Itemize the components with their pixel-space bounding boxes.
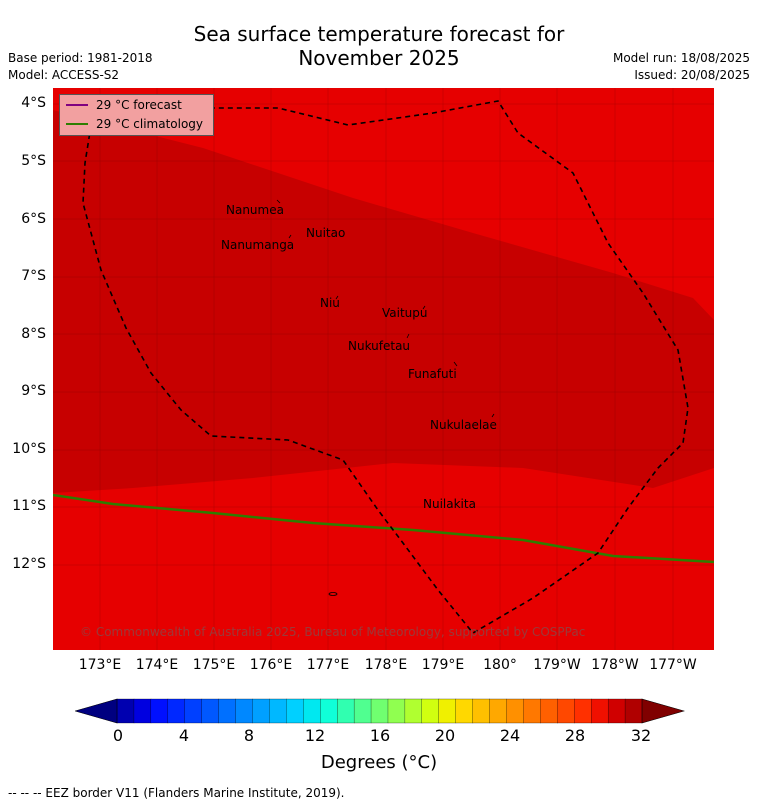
colorbar-cell: [286, 698, 304, 724]
colorbar-cell: [303, 698, 321, 724]
x-tick-label: 174°E: [135, 657, 179, 673]
colorbar-cell: [269, 698, 287, 724]
colorbar-cell: [235, 698, 253, 724]
eez-border: [82, 100, 689, 635]
x-tick-label: 179°E: [421, 657, 465, 673]
colorbar-cell: [557, 698, 575, 724]
legend-climatology-row: 29 °C climatology: [60, 114, 213, 133]
colorbar-cell: [320, 698, 338, 724]
colorbar-cell: [489, 698, 507, 724]
colorbar-cell: [591, 698, 609, 724]
title-line-2: November 2025: [298, 46, 460, 70]
base-period: Base period: 1981-2018: [8, 51, 153, 65]
colorbar-tick: 0: [112, 726, 124, 745]
y-tick-label: 4°S: [21, 95, 46, 111]
x-tick-label: 180°: [483, 657, 517, 673]
colorbar-cell: [472, 698, 491, 724]
colorbar-tick: 4: [178, 726, 190, 745]
colorbar-cell: [133, 698, 152, 724]
colorbar-cell: [353, 698, 372, 724]
colorbar-cell: [218, 698, 237, 724]
colorbar-cell: [404, 698, 423, 724]
colorbar-tick: 32: [630, 726, 652, 745]
colorbar-high-arrow: [641, 698, 685, 724]
place-label: Vaitupu: [382, 306, 428, 320]
colorbar-title: Degrees (°C): [320, 752, 438, 773]
legend-climatology-label: 29 °C climatology: [96, 116, 204, 131]
colorbar-cells: [116, 698, 643, 724]
x-tick-label: 173°E: [78, 657, 122, 673]
place-label: Nuitao: [306, 226, 346, 240]
x-tick-label: 175°E: [192, 657, 236, 673]
x-tick-label: 177°E: [306, 657, 350, 673]
map-legend: 29 °C forecast 29 °C climatology: [59, 94, 214, 136]
place-label: Nukulaelae: [430, 418, 497, 432]
colorbar-cell: [540, 698, 558, 724]
x-tick-label: 178°W: [591, 657, 639, 673]
legend-forecast-row: 29 °C forecast: [60, 95, 213, 114]
colorbar-cell: [421, 698, 440, 724]
y-tick-label: 12°S: [12, 556, 46, 572]
meta-left: Base period: 1981-2018 Model: ACCESS-S2: [8, 50, 153, 84]
colorbar-cell: [506, 698, 524, 724]
meta-right: Model run: 18/08/2025 Issued: 20/08/2025: [613, 50, 750, 84]
place-label: Funafuti: [408, 367, 457, 381]
copyright-notice: © Commonwealth of Australia 2025, Bureau…: [80, 625, 586, 639]
colorbar-cell: [455, 698, 474, 724]
model-run: Model run: 18/08/2025: [612, 51, 750, 65]
x-tick-label: 178°E: [364, 657, 408, 673]
colorbar-cell: [252, 698, 270, 724]
climatology-line-swatch: [66, 122, 88, 125]
colorbar-tick: 8: [243, 726, 255, 745]
y-tick-label: 8°S: [21, 326, 46, 342]
colorbar-cell: [184, 698, 203, 724]
colorbar-cell: [438, 698, 457, 724]
colorbar-cell: [624, 698, 643, 724]
y-tick-label: 5°S: [21, 153, 46, 169]
model-name: Model: ACCESS-S2: [8, 68, 120, 82]
colorbar-cell: [116, 698, 135, 724]
legend-forecast-label: 29 °C forecast: [96, 97, 182, 112]
colorbar-tick: 16: [369, 726, 391, 745]
x-tick-label: 177°W: [649, 657, 697, 673]
map-panel[interactable]: [53, 88, 714, 650]
colorbar-low-arrow: [75, 698, 118, 724]
colorbar-cell: [607, 698, 626, 724]
forecast-line-swatch: [66, 103, 88, 106]
sst-29c-region: [53, 110, 714, 493]
title-line-1: Sea surface temperature forecast for: [193, 22, 565, 46]
colorbar-cell: [337, 698, 355, 724]
colorbar-tick: 12: [304, 726, 326, 745]
y-tick-label: 7°S: [21, 268, 46, 284]
y-tick-label: 10°S: [12, 441, 46, 457]
x-tick-label: 179°W: [533, 657, 581, 673]
chart-title: Sea surface temperature forecast for Nov…: [0, 22, 758, 70]
place-label: Nuilakita: [423, 497, 476, 511]
colorbar: [75, 698, 685, 724]
place-label: Nukufetau: [348, 339, 411, 353]
colorbar-cell: [523, 698, 541, 724]
colorbar-cell: [201, 698, 220, 724]
colorbar-cell: [387, 698, 406, 724]
eez-footnote: -- -- -- EEZ border V11 (Flanders Marine…: [8, 786, 345, 800]
colorbar-cell: [150, 698, 169, 724]
colorbar-cell: [370, 698, 389, 724]
place-label: Nanumanga: [221, 238, 295, 252]
colorbar-cell: [167, 698, 186, 724]
colorbar-cell: [574, 698, 592, 724]
issued-date: Issued: 20/08/2025: [634, 68, 750, 82]
colorbar-tick: 20: [434, 726, 456, 745]
y-tick-label: 6°S: [21, 211, 46, 227]
x-tick-label: 176°E: [249, 657, 293, 673]
colorbar-tick: 24: [499, 726, 521, 745]
map-gridlines: [53, 88, 714, 650]
colorbar-tick: 28: [564, 726, 586, 745]
place-label: Niu: [320, 296, 340, 310]
y-tick-label: 11°S: [12, 498, 46, 514]
y-tick-label: 9°S: [21, 383, 46, 399]
island-outlines: [276, 199, 495, 596]
place-label: Nanumea: [226, 203, 284, 217]
